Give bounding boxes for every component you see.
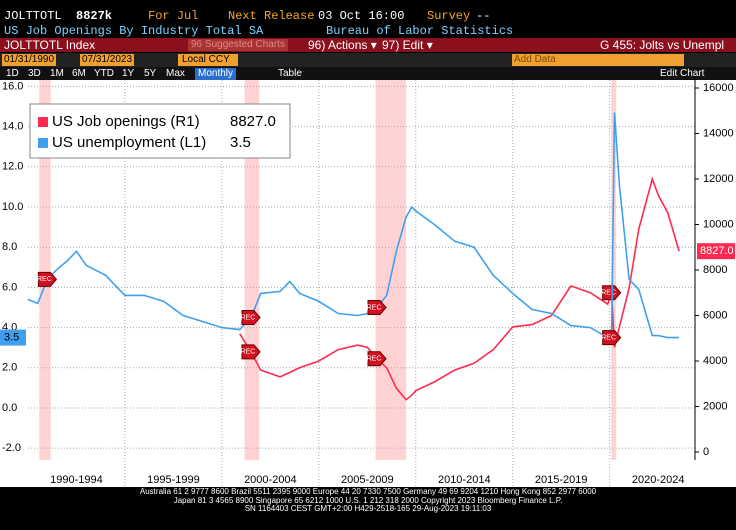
range-button[interactable]: 1Y bbox=[122, 68, 135, 79]
legend-value: 8827.0 bbox=[230, 113, 276, 130]
edit-chart[interactable]: Edit Chart bbox=[660, 68, 705, 79]
recession-label: REC bbox=[601, 290, 616, 297]
recession-label: REC bbox=[241, 349, 256, 356]
x-tick-label: 2005-2009 bbox=[341, 474, 394, 486]
recession-label: REC bbox=[367, 304, 382, 311]
range-button[interactable]: Max bbox=[166, 68, 185, 79]
y2-tick-label: 0 bbox=[703, 446, 709, 458]
range-button[interactable]: 3D bbox=[28, 68, 41, 79]
recession-marker: REC bbox=[37, 271, 58, 287]
command-bar bbox=[0, 38, 736, 52]
legend-label: US unemployment (L1) bbox=[52, 134, 206, 151]
legend bbox=[29, 103, 291, 159]
recession-marker: REC bbox=[241, 344, 261, 360]
legend-swatch bbox=[38, 117, 48, 127]
footer-line: SN 1164403 CEST GMT+2:00 H429-2518-165 2… bbox=[244, 504, 492, 513]
survey: -- bbox=[476, 9, 491, 23]
x-tick-label: 2020-2024 bbox=[632, 474, 685, 486]
y-tick-label: -2.0 bbox=[2, 442, 21, 454]
last-value-tag bbox=[0, 329, 26, 346]
y2-tick-label: 6000 bbox=[703, 309, 727, 321]
x-tick-label: 2015-2019 bbox=[535, 474, 588, 486]
description: US Job Openings By Industry Total SA bbox=[4, 24, 264, 38]
footer-line: Japan 81 3 4565 8900 Singapore 65 6212 1… bbox=[173, 495, 563, 505]
period: For Jul bbox=[148, 9, 199, 23]
y2-tick-label: 4000 bbox=[703, 355, 727, 367]
y-tick-label: 14.0 bbox=[2, 121, 23, 133]
recession-band bbox=[244, 80, 260, 460]
x-tick-label: 1990-1994 bbox=[50, 474, 103, 486]
x-tick-label: 2010-2014 bbox=[438, 474, 491, 486]
range-button[interactable]: 1M bbox=[50, 68, 64, 79]
recession-label: REC bbox=[601, 334, 616, 341]
footer-line: Australia 61 2 9777 8600 Brazil 5511 239… bbox=[139, 487, 597, 496]
recession-label: REC bbox=[241, 314, 256, 321]
y2-tick-label: 2000 bbox=[703, 400, 727, 412]
survey-label: Survey bbox=[427, 9, 471, 23]
x-tick-label: 2000-2004 bbox=[244, 474, 297, 486]
y2-tick-label: 10000 bbox=[703, 218, 734, 230]
range-button[interactable]: YTD bbox=[94, 68, 114, 79]
last-value-label: 8827.0 bbox=[700, 245, 734, 257]
last-value: 8827k bbox=[76, 9, 113, 23]
y-tick-label: 2.0 bbox=[2, 362, 17, 374]
next-release: 03 Oct 16:00 bbox=[318, 9, 405, 23]
recession-marker: REC bbox=[367, 351, 387, 367]
series-line bbox=[239, 176, 680, 401]
range-button[interactable]: 6M bbox=[72, 68, 86, 79]
chart-id: G 455: Jolts vs Unempl bbox=[600, 38, 725, 52]
currency[interactable]: Local CCY bbox=[178, 54, 238, 66]
edit-menu[interactable]: 97) Edit ▾ bbox=[382, 38, 433, 52]
legend-swatch bbox=[38, 138, 48, 148]
y2-tick-label: 16000 bbox=[703, 82, 734, 94]
recession-band bbox=[611, 80, 617, 460]
footer: Australia 61 2 9777 8600 Brazil 5511 239… bbox=[0, 487, 736, 530]
legend-value: 3.5 bbox=[230, 134, 251, 151]
recession-band bbox=[39, 80, 51, 460]
recession-marker: REC bbox=[367, 299, 387, 315]
recession-label: REC bbox=[37, 276, 52, 283]
recession-flag bbox=[241, 344, 261, 360]
start-date[interactable]: 01/31/1990 bbox=[2, 54, 57, 66]
recession-flag bbox=[367, 299, 387, 315]
add-data[interactable]: Add Data bbox=[512, 54, 684, 66]
suggested-charts[interactable]: 96 Suggested Charts bbox=[188, 39, 288, 51]
table-button[interactable]: Table bbox=[278, 68, 302, 79]
last-value-label: 3.5 bbox=[4, 332, 19, 344]
recession-label: REC bbox=[367, 356, 382, 363]
range-button[interactable]: 1D bbox=[6, 68, 19, 79]
recession-flag bbox=[367, 351, 387, 367]
y2-tick-label: 14000 bbox=[703, 127, 734, 139]
recession-flag bbox=[241, 310, 261, 326]
recession-marker: REC bbox=[241, 310, 261, 326]
source: Bureau of Labor Statistics bbox=[326, 24, 514, 38]
range-bar: 1D 3D 1M 6M YTD 1Y 5Y Max bbox=[0, 67, 736, 80]
y-tick-label: 8.0 bbox=[2, 241, 17, 253]
last-value-tag bbox=[697, 243, 735, 260]
y-tick-label: 0.0 bbox=[2, 402, 17, 414]
recession-marker: REC bbox=[601, 330, 622, 346]
security[interactable]: JOLTTOTL Index bbox=[4, 38, 96, 52]
y-tick-label: 10.0 bbox=[2, 201, 23, 213]
y-tick-label: 12.0 bbox=[2, 161, 23, 173]
recession-flag bbox=[602, 330, 622, 346]
legend-label: US Job openings (R1) bbox=[52, 113, 200, 130]
recession-flag bbox=[37, 271, 58, 287]
chart: -2.00.02.04.06.08.010.012.014.016.002000… bbox=[0, 80, 736, 487]
y-tick-label: 16.0 bbox=[2, 80, 23, 92]
actions-menu[interactable]: 96) Actions ▾ bbox=[308, 38, 377, 52]
ticker: JOLTTOTL bbox=[4, 9, 62, 23]
end-date[interactable]: 07/31/2023 bbox=[80, 54, 135, 66]
y2-tick-label: 8000 bbox=[703, 264, 727, 276]
recession-band bbox=[375, 80, 407, 460]
y2-tick-label: 12000 bbox=[703, 173, 734, 185]
range-button[interactable]: 5Y bbox=[144, 68, 157, 79]
y-tick-label: 6.0 bbox=[2, 281, 17, 293]
next-release-label: Next Release bbox=[228, 9, 315, 23]
frequency[interactable]: Monthly bbox=[195, 68, 237, 80]
x-tick-label: 1995-1999 bbox=[147, 474, 200, 486]
